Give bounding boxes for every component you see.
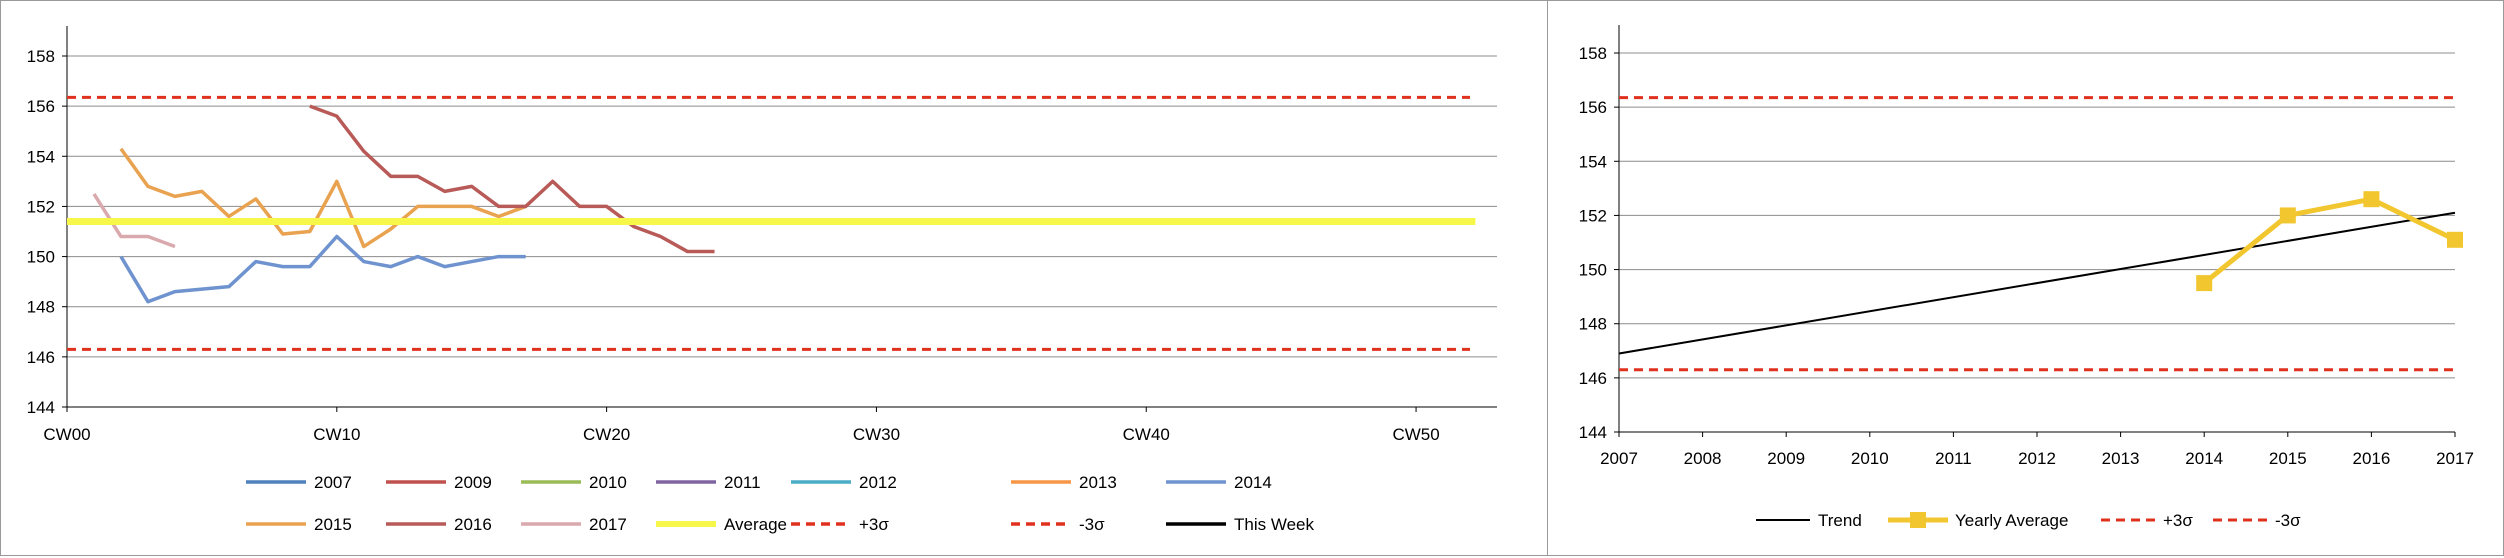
weekly-chart: 144 146 148 150 152 154 156 158 CW00 CW10 CW20 CW30… [27,26,1497,534]
legend-label: +3σ [2163,511,2193,530]
legend-label: This Week [1234,515,1314,534]
legend-label: 2007 [314,473,352,492]
x-tick-label: CW40 [1123,425,1170,444]
legend-label: 2013 [1079,473,1117,492]
legend-label: 2009 [454,473,492,492]
series-2015-line [119,147,527,249]
x-tick-label: 2014 [2185,449,2223,468]
yearly-average-marker [2363,191,2380,208]
y-tick-label: 156 [1579,98,1607,117]
x-tick-label: 2009 [1767,449,1805,468]
yearly-chart: 144 146 148 150 152 154 156 158 2007 2008 2009 2010… [1579,25,2474,530]
y-tick-label: 148 [1579,315,1607,334]
x-tick-label: 2013 [2102,449,2140,468]
legend-label: 2017 [589,515,627,534]
legend-swatch-marker [1910,512,1926,528]
y-tick-label: 158 [1579,44,1607,63]
yearly-average-line [2202,196,2457,286]
x-tick-label: 2010 [1851,449,1889,468]
y-tick-label: 152 [27,197,55,216]
y-tick-label: 156 [27,97,55,116]
y-tick-label: 144 [27,398,55,417]
legend-label: -3σ [1079,515,1105,534]
legend-label: Yearly Average [1955,511,2068,530]
y-tick-label: 158 [27,47,55,66]
yearly-average-marker [2279,207,2296,224]
legend-label: 2016 [454,515,492,534]
y-tick-label: 144 [1579,423,1607,442]
x-tick-label: 2007 [1600,449,1638,468]
legend-label: Trend [1818,511,1862,530]
weekly-chart-panel: 144 146 148 150 152 154 156 158 CW00 CW10 CW20 CW30… [0,0,1549,556]
legend-label: 2015 [314,515,352,534]
x-tick-label: CW50 [1392,425,1439,444]
legend-label: 2010 [589,473,627,492]
series-2016-line [309,104,715,254]
y-tick-label: 154 [27,147,55,166]
legend-label: 2014 [1234,473,1272,492]
y-tick-label: 148 [27,298,55,317]
y-tick-label: 154 [1579,152,1607,171]
x-tick-label: 2011 [1935,449,1972,468]
yearly-average-marker [2196,275,2213,292]
yearly-average-marker [2447,231,2463,248]
x-tick-label: CW20 [583,425,630,444]
series-2017-line [92,192,176,249]
legend-label: +3σ [859,515,889,534]
y-tick-label: 150 [1579,261,1607,280]
yearly-chart-panel: 144 146 148 150 152 154 156 158 2007 2008 2009 2010… [1547,0,2504,556]
x-tick-label: 2015 [2269,449,2307,468]
y-tick-label: 152 [1579,206,1607,225]
x-tick-label: 2008 [1684,449,1722,468]
series-2014-line [119,234,526,304]
x-tick-label: 2017 [2436,449,2474,468]
legend-label: 2011 [724,473,761,492]
x-tick-label: CW00 [43,425,90,444]
x-tick-label: CW10 [313,425,360,444]
legend-label: Average [724,515,787,534]
legend-label: -3σ [2275,511,2301,530]
x-tick-label: 2012 [2018,449,2056,468]
y-tick-label: 146 [27,348,55,367]
x-tick-label: 2016 [2352,449,2390,468]
y-tick-label: 150 [27,248,55,267]
x-tick-label: CW30 [853,425,900,444]
y-tick-label: 146 [1579,369,1607,388]
trend-line [1618,211,2456,355]
legend-label: 2012 [859,473,897,492]
